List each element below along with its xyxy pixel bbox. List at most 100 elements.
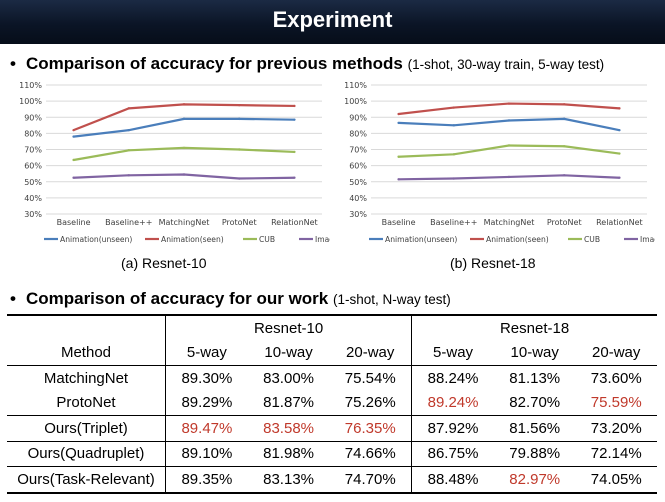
data-point — [563, 174, 566, 177]
table-cell-value: 74.66% — [329, 440, 412, 467]
series-line — [73, 117, 295, 138]
x-tick-label: MatchingNet — [159, 218, 210, 227]
table-cell-method: ProtoNet — [56, 394, 116, 412]
data-point — [72, 135, 75, 138]
x-tick-label: Baseline++ — [105, 218, 152, 227]
section-heading-previous: • Comparison of accuracy for previous met… — [10, 54, 604, 74]
data-point — [452, 177, 455, 180]
x-tick-label: Baseline — [382, 218, 416, 227]
x-tick-label: Baseline — [57, 218, 91, 227]
data-point — [397, 121, 400, 125]
data-point — [293, 104, 296, 108]
data-point — [507, 119, 511, 122]
table-row: MatchingNet 89.30% 83.00% 75.54% 88.24% … — [7, 365, 657, 391]
table-cell-value: 89.35% — [164, 466, 248, 494]
table-group-header: Resnet-10 — [164, 314, 412, 341]
page-title: Experiment — [272, 7, 393, 32]
data-point — [293, 176, 296, 179]
data-point — [397, 155, 400, 158]
legend-label: ImageNet — [315, 235, 330, 244]
legend-label: Animation(unseen) — [385, 235, 457, 244]
y-tick-label: 80% — [24, 129, 42, 138]
table-cell-value: 79.88% — [493, 440, 576, 467]
table-cell-value: 86.75% — [411, 440, 494, 467]
data-point — [397, 112, 400, 116]
data-point — [238, 148, 241, 151]
data-point — [618, 176, 621, 179]
data-point — [182, 117, 186, 121]
data-point — [507, 144, 511, 147]
data-point — [293, 118, 296, 121]
table-cell-value: 83.00% — [247, 365, 330, 391]
data-point — [563, 117, 566, 121]
y-tick-label: 40% — [24, 194, 42, 203]
data-point — [563, 103, 566, 106]
table-header-blank — [7, 314, 166, 341]
table-cell-value: 89.47% — [164, 415, 248, 441]
x-tick-label: ProtoNet — [222, 218, 257, 227]
table-cell-method: Ours(Quadruplet) — [7, 440, 166, 467]
data-point — [618, 107, 621, 110]
table-cell-value: 75.59% — [590, 394, 642, 412]
table-cell-value: 81.56% — [493, 415, 576, 441]
table-cell-value: 75.26% — [344, 394, 396, 412]
bullet-icon: • — [10, 54, 16, 73]
data-point — [452, 153, 455, 156]
table-column-header: 5-way — [164, 340, 248, 366]
y-tick-label: 60% — [24, 162, 42, 171]
data-point — [507, 175, 511, 179]
table-cell-value: 73.60% — [575, 365, 657, 391]
table-cell-method: Ours(Triplet) — [7, 415, 166, 441]
data-point — [238, 103, 241, 107]
table-row: ProtoNet 89.29% 81.87% 75.26% 89.24% 82.… — [7, 390, 657, 416]
table-cell-value: 88.24% — [411, 365, 494, 391]
table-cell-value: 81.87% — [263, 394, 314, 412]
section-subtitle: (1-shot, N-way test) — [332, 292, 451, 307]
legend-label: CUB — [259, 235, 275, 244]
table-cell-value: 83.58% — [247, 415, 330, 441]
chart-caption-resnet18: (b) Resnet-18 — [450, 255, 536, 271]
table-cell-value: 88.48% — [411, 466, 494, 494]
table-cell-value: 81.13% — [493, 365, 576, 391]
data-point — [127, 128, 130, 132]
y-tick-label: 80% — [349, 129, 367, 138]
table-cell-value: 83.13% — [247, 466, 330, 494]
table-cell-method: MatchingNet — [7, 365, 166, 391]
bullet-icon: • — [10, 289, 16, 308]
header-banner: Experiment — [0, 0, 665, 44]
legend-label: Animation(seen) — [486, 235, 549, 244]
table-cell-value: 76.35% — [329, 415, 412, 441]
table-cell-value: 74.70% — [329, 466, 412, 494]
y-tick-label: 100% — [344, 97, 367, 106]
data-point — [238, 177, 241, 180]
table-column-header: 10-way — [510, 344, 559, 362]
data-point — [397, 178, 400, 181]
legend-label: Animation(unseen) — [60, 235, 132, 244]
table-cell-value: 81.98% — [247, 440, 330, 467]
table-cell-value: 89.10% — [164, 440, 248, 467]
y-tick-label: 50% — [349, 178, 367, 187]
y-tick-label: 110% — [19, 81, 42, 90]
data-point — [182, 103, 186, 106]
table-cell-value: 73.20% — [575, 415, 657, 441]
y-tick-label: 30% — [349, 210, 367, 219]
series-line — [398, 102, 620, 116]
data-point — [127, 149, 130, 152]
data-point — [452, 124, 455, 127]
data-point — [72, 176, 75, 179]
section-subtitle: (1-shot, 30-way train, 5-way test) — [407, 57, 605, 72]
table-cell-value: 72.14% — [575, 440, 657, 467]
y-tick-label: 70% — [24, 146, 42, 155]
data-point — [563, 145, 566, 148]
table-group-header-row: Resnet-10 Resnet-18 — [7, 314, 657, 341]
data-point — [452, 106, 455, 109]
table-cell-value: 82.97% — [493, 466, 576, 494]
y-tick-label: 70% — [349, 146, 367, 155]
table-cell-value: 89.30% — [164, 365, 248, 391]
chart-caption-resnet10: (a) Resnet-10 — [121, 255, 207, 271]
table-column-header: 20-way — [592, 344, 641, 362]
data-point — [618, 128, 621, 132]
data-point — [507, 102, 511, 105]
table-group-header: Resnet-18 — [411, 314, 657, 341]
data-point — [293, 150, 296, 154]
